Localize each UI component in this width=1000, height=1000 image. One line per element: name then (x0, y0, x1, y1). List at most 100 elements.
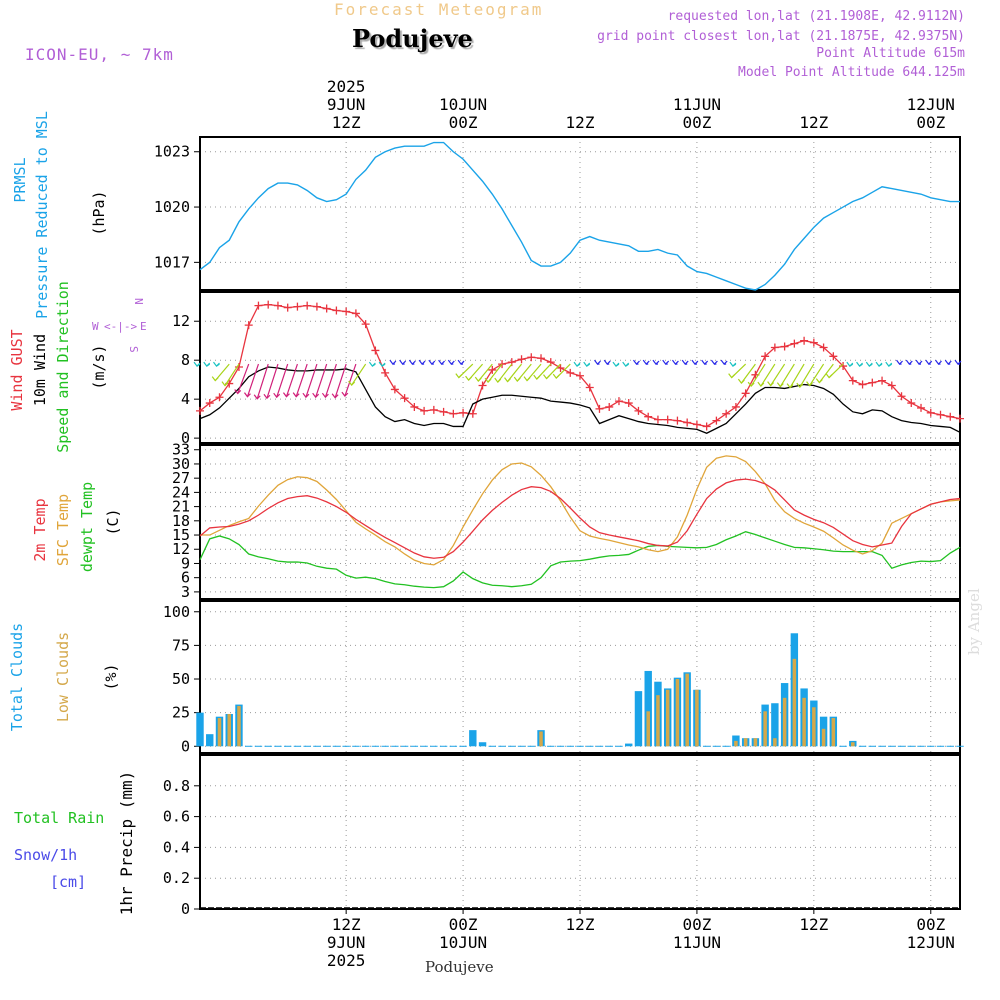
total-clouds-label: Total Clouds (8, 623, 26, 731)
time-label-top: 00Z (449, 113, 478, 132)
gust-marker (809, 338, 818, 347)
wind-arrow-head (681, 359, 689, 366)
wind-arrow (276, 363, 289, 398)
wind-arrow-head (438, 359, 446, 366)
low-cloud-bar (675, 679, 680, 747)
wind-arrow-head (447, 359, 455, 366)
y-tick-label: 33 (172, 441, 190, 459)
gust-marker (848, 376, 857, 385)
wind-arrow (809, 363, 825, 386)
footer-location: Podujeve (425, 958, 494, 976)
gust-marker (956, 414, 964, 423)
wind-arrow-head (720, 359, 728, 366)
gust-marker (410, 402, 419, 411)
gust-marker (322, 304, 331, 313)
gust-marker (351, 309, 360, 318)
wind-arrow-head (494, 377, 502, 384)
wind-arrow-head (612, 361, 620, 368)
wind-arrow-head (767, 381, 775, 387)
wind-unit: (m/s) (90, 344, 108, 389)
wind-gust-label: Wind GUST (8, 329, 26, 410)
time-label-top: 2025 (327, 77, 366, 96)
wind-arrow (285, 363, 299, 397)
gust-marker (712, 416, 721, 425)
gust-marker (878, 376, 887, 385)
total-cloud-bar (771, 703, 779, 747)
wind-arrow (256, 363, 269, 399)
total-cloud-bar (625, 743, 633, 747)
gust-marker (449, 409, 458, 418)
gust-marker (634, 406, 643, 415)
wind-arrow-head (885, 361, 893, 368)
wind-arrow-head (389, 359, 397, 366)
wind-arrow (750, 363, 766, 387)
gust-marker (858, 380, 867, 389)
gust-marker (770, 343, 779, 352)
wind-arrow (237, 363, 250, 394)
gust-marker (283, 303, 292, 312)
y-tick-label: 21 (172, 498, 190, 516)
wind-arrow (789, 363, 805, 388)
grid-point-coords: grid point closest lon,lat (21.1875E, 42… (597, 29, 965, 44)
gust-marker (488, 365, 497, 374)
gust-marker (566, 368, 575, 377)
y-tick-label: 0.4 (163, 838, 190, 856)
gust-marker (537, 354, 546, 363)
wind-arrow (760, 363, 776, 387)
y-tick-label: 50 (172, 670, 190, 688)
gust-marker (361, 320, 370, 329)
time-label-top: 11JUN (673, 95, 721, 114)
y-tick-label: 0.8 (163, 777, 190, 795)
gust-marker (312, 302, 321, 311)
precip-axis-label: 1hr Precip (mm) (117, 771, 136, 916)
gust-marker (293, 302, 302, 311)
wind-arrow (770, 363, 786, 386)
y-tick-label: 8 (181, 351, 190, 369)
location-title: Podujeve (352, 24, 473, 53)
wind-arrow-head (875, 361, 883, 368)
gust-marker (576, 371, 584, 380)
gust-marker (829, 352, 838, 361)
wind-arrow-head (691, 359, 699, 366)
wind-arrow-head (915, 359, 923, 366)
point-altitude: Point Altitude 615m (816, 46, 965, 61)
gust-marker (498, 360, 507, 369)
wind-arrow-head (455, 373, 463, 379)
y-tick-label: 0 (181, 429, 190, 447)
wind-arrow-head (282, 392, 290, 398)
wind-arrow-head (786, 383, 794, 389)
temp-unit: (C) (104, 508, 122, 535)
wind-arrow-head (457, 359, 465, 366)
y-tick-label: 6 (181, 569, 190, 587)
time-label-bottom: 12Z (799, 915, 828, 934)
gust-marker (624, 399, 633, 408)
model-label: ICON-EU, ~ 7km (25, 45, 174, 64)
time-label-bottom: 00Z (916, 915, 945, 934)
model-altitude: Model Point Altitude 644.125m (738, 65, 965, 80)
low-cloud-bar (665, 689, 670, 747)
time-label-bottom: 12Z (332, 915, 361, 934)
gust-marker (907, 399, 916, 408)
temp2m-label: 2m Temp (31, 498, 49, 561)
wind-arrow-head (935, 359, 942, 366)
time-label-bottom: 10JUN (439, 933, 487, 952)
wind-arrow-head (671, 359, 679, 366)
y-tick-label: 9 (181, 554, 190, 572)
total-cloud-bar (206, 734, 214, 747)
wind-arrow-head (642, 359, 650, 366)
wind-arrow (305, 363, 318, 398)
wind-arrow-head (757, 381, 765, 388)
wind-arrow-head (368, 361, 376, 368)
low-cloud-bar (656, 695, 660, 747)
y-tick-label: 0.6 (163, 808, 190, 826)
gust-marker (595, 404, 604, 413)
wind-arrow (334, 363, 347, 398)
gust-marker (897, 392, 906, 401)
total-cloud-bar (478, 742, 487, 747)
pressure-line (199, 141, 960, 291)
gust-marker (254, 301, 263, 310)
wind-arrow-head (865, 361, 873, 368)
y-tick-label: 15 (172, 526, 190, 544)
gust-marker (683, 418, 692, 427)
wind-arrow-head (312, 392, 320, 399)
